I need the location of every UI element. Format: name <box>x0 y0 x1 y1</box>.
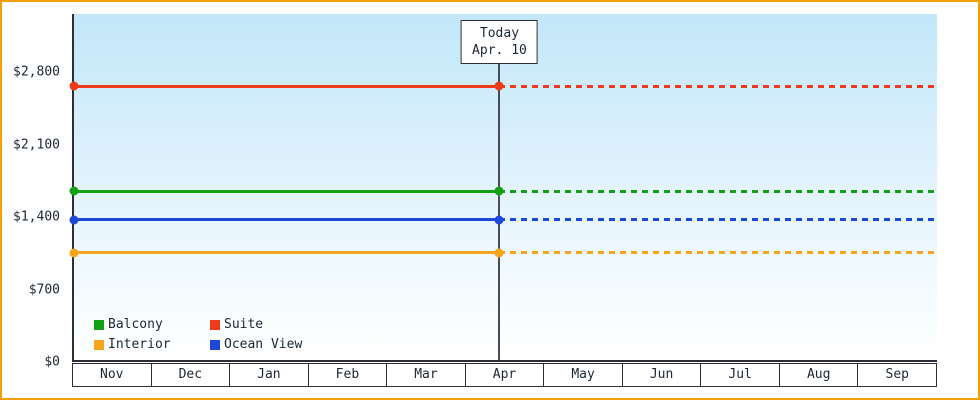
series-line-solid-interior <box>74 251 500 255</box>
series-marker-balcony-today <box>494 186 504 196</box>
y-tick-label: $700 <box>28 282 60 297</box>
month-cell-jul: Jul <box>700 363 780 387</box>
month-cell-may: May <box>543 363 623 387</box>
series-marker-suite-today <box>494 81 504 91</box>
series-marker-interior-start <box>69 248 79 258</box>
x-axis-months: Nov Dec Jan Feb Mar Apr May Jun Jul Aug Sep <box>72 363 938 387</box>
series-line-dotted-suite <box>499 84 937 88</box>
legend-swatch-suite <box>210 319 220 330</box>
month-cell-nov: Nov <box>72 363 152 387</box>
legend-label: Interior <box>108 337 171 352</box>
month-cell-mar: Mar <box>386 363 466 387</box>
today-date: Apr. 10 <box>472 43 527 58</box>
series-line-dotted-balcony <box>499 189 937 193</box>
legend-item-suite: Suite <box>210 317 302 332</box>
series-marker-balcony-start <box>69 186 79 196</box>
y-tick-label: $2,100 <box>13 137 60 152</box>
legend-swatch-balcony <box>94 319 104 330</box>
series-marker-suite-start <box>69 81 79 91</box>
today-label: Today <box>479 26 520 41</box>
y-axis: $0 $700 $1,400 $2,100 $2,800 <box>2 14 64 370</box>
month-cell-feb: Feb <box>307 363 388 387</box>
series-marker-ocean-view-start <box>69 215 79 225</box>
series-line-solid-suite <box>74 84 500 88</box>
legend-swatch-interior <box>94 339 104 350</box>
series-line-solid-balcony <box>74 189 500 193</box>
plot-area: Today Apr. 10 Balcony Suite Interior Ocean … <box>69 14 937 362</box>
month-cell-sep: Sep <box>857 363 938 387</box>
month-cell-jan: Jan <box>229 363 309 387</box>
legend-item-interior: Interior <box>94 337 206 352</box>
series-line-dotted-interior <box>499 251 937 255</box>
month-cell-apr: Apr <box>464 363 545 387</box>
series-line-solid-ocean-view <box>74 218 500 222</box>
legend-item-ocean-view: Ocean View <box>210 337 302 352</box>
y-tick-label: $2,800 <box>13 64 60 80</box>
month-cell-jun: Jun <box>621 363 702 387</box>
legend-item-balcony: Balcony <box>94 317 206 332</box>
series-marker-ocean-view-today <box>494 215 504 225</box>
y-tick-label: $1,400 <box>13 209 60 225</box>
legend-swatch-ocean-view <box>210 339 220 350</box>
legend: Balcony Suite Interior Ocean View <box>94 317 302 352</box>
series-marker-interior-today <box>494 248 504 258</box>
y-tick-label: $0 <box>44 354 60 370</box>
legend-label: Suite <box>224 317 264 332</box>
today-annotation: Today Apr. 10 <box>461 20 538 64</box>
legend-label: Ocean View <box>224 337 303 352</box>
legend-label: Balcony <box>108 317 163 332</box>
month-cell-dec: Dec <box>150 363 231 387</box>
month-cell-aug: Aug <box>778 363 859 387</box>
series-line-dotted-ocean-view <box>499 218 937 222</box>
